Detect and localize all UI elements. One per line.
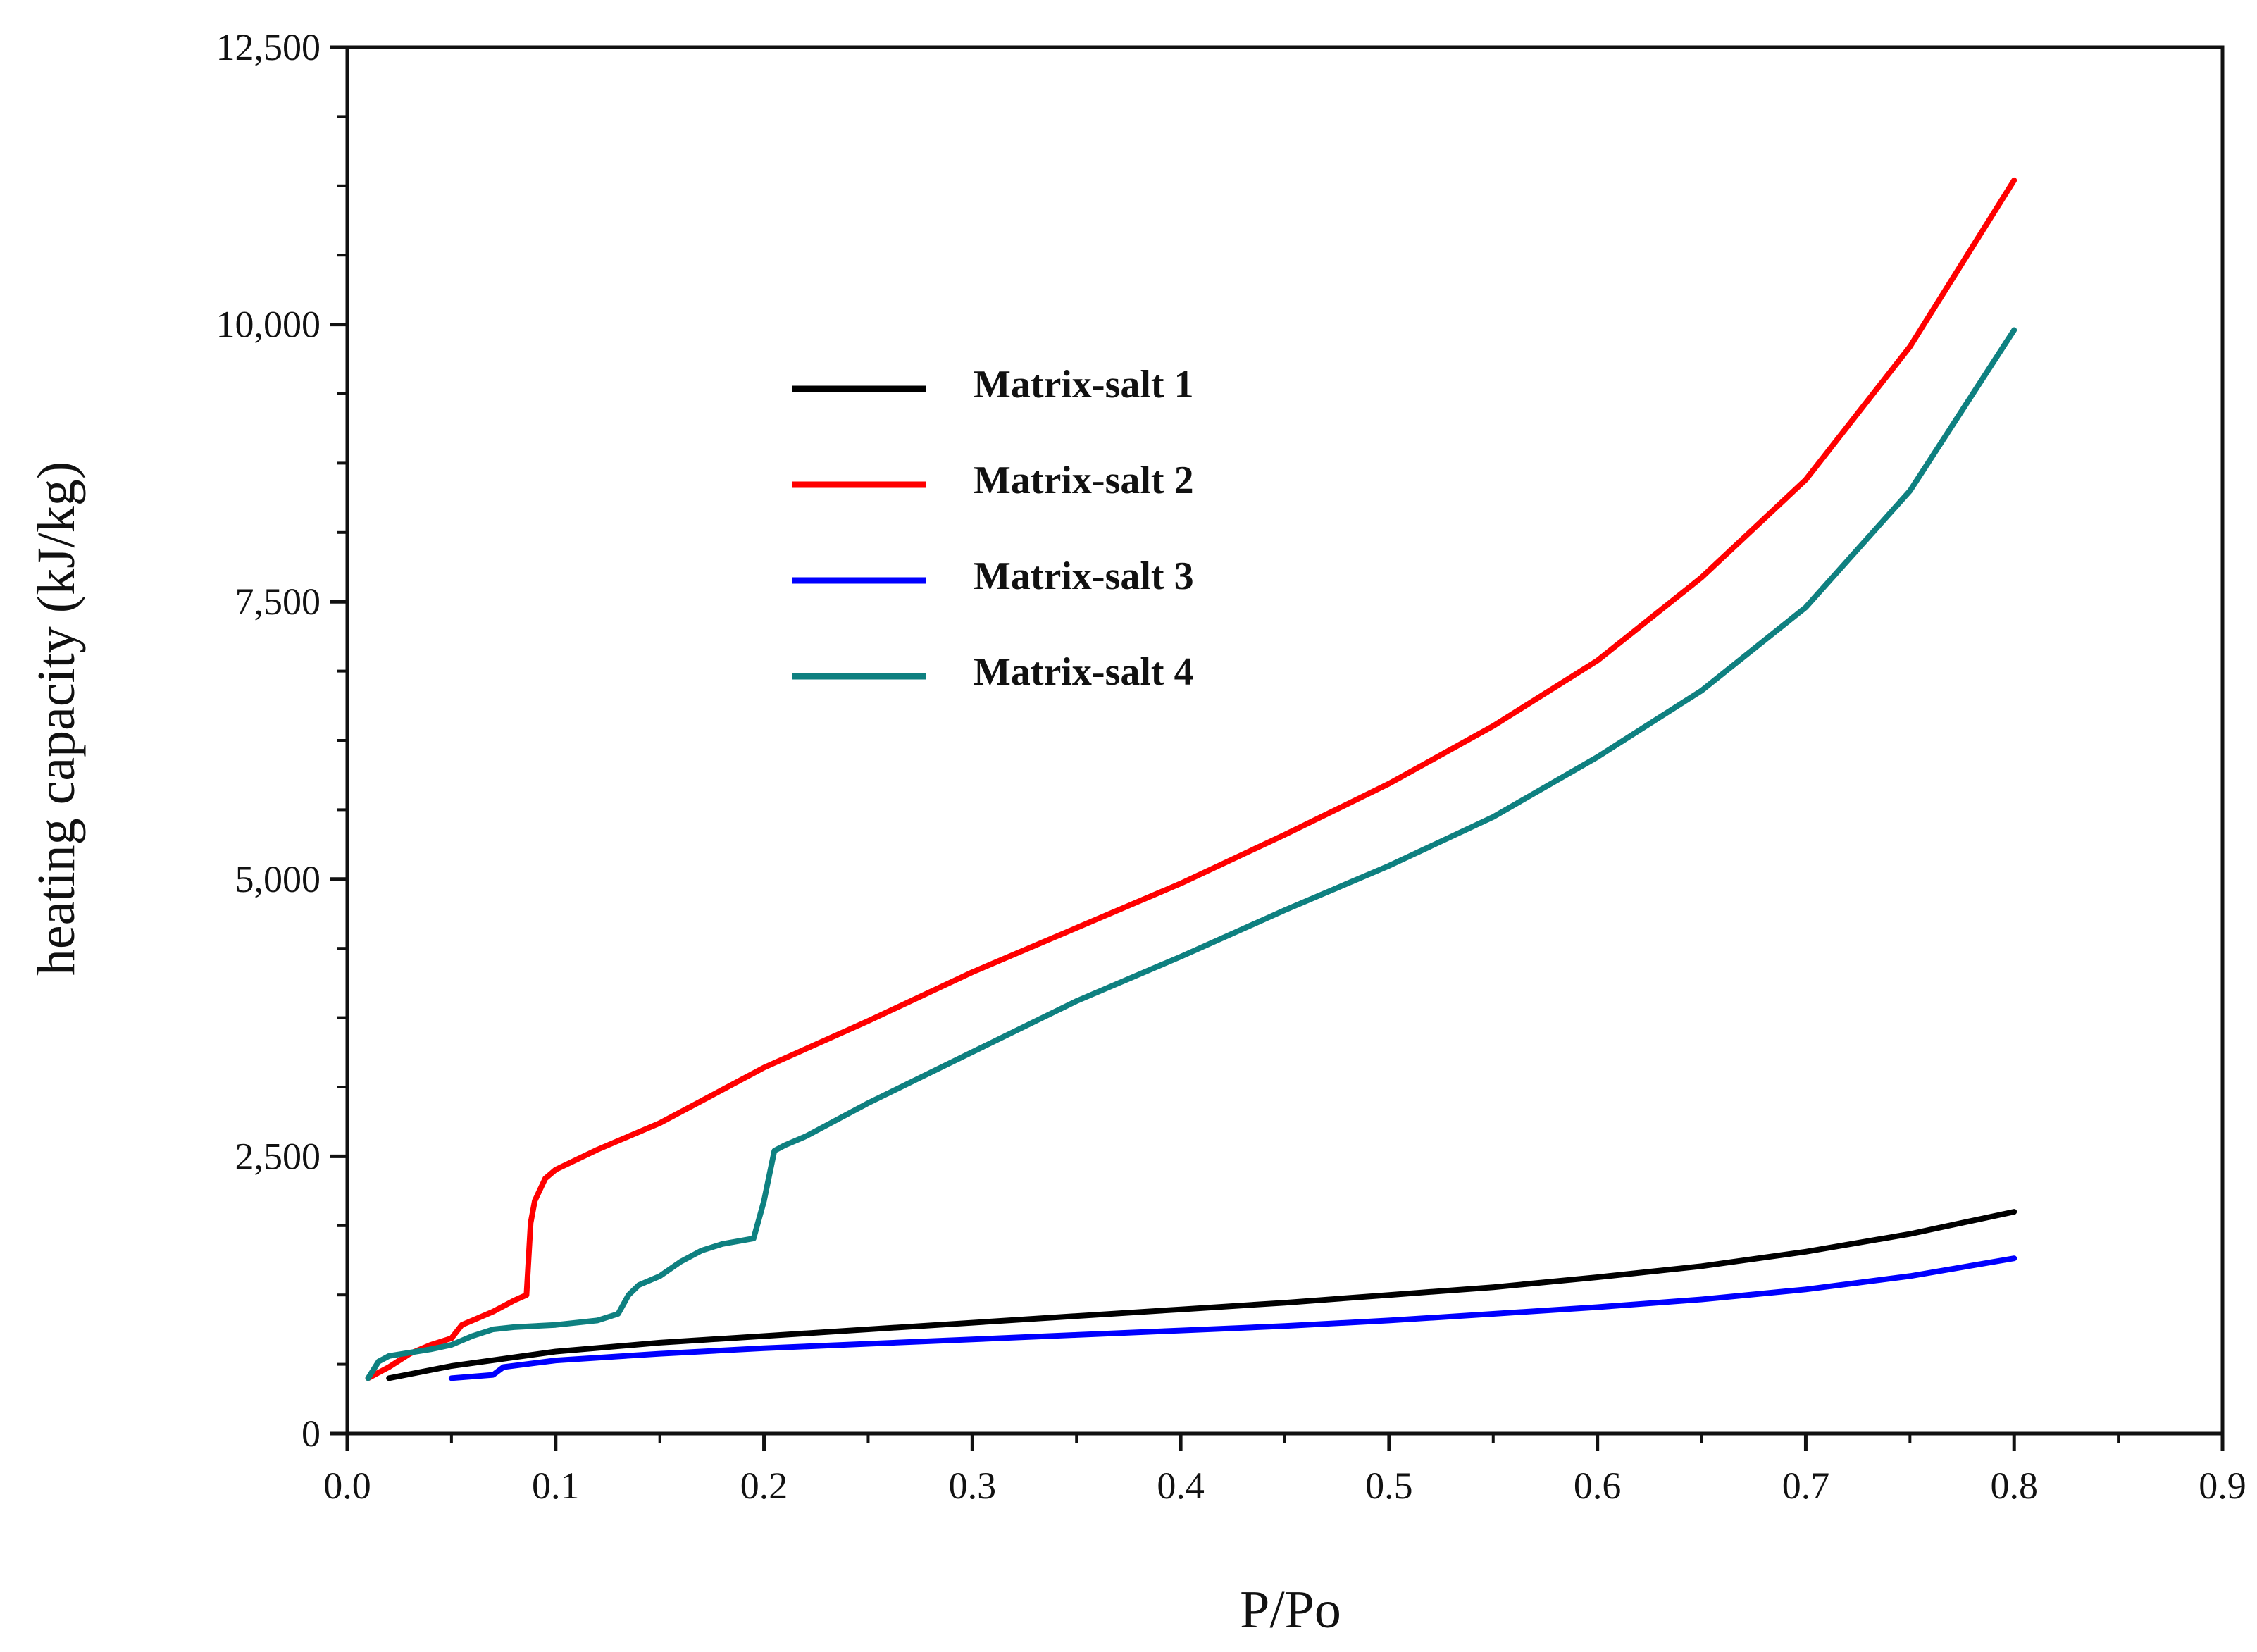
y-tick-label: 12,500	[216, 26, 321, 68]
x-tick-label: 0.5	[1365, 1465, 1413, 1507]
y-tick-label: 2,500	[235, 1135, 321, 1177]
x-tick-label: 0.8	[1990, 1465, 2038, 1507]
x-tick-label: 0.9	[2199, 1465, 2246, 1507]
x-tick-label: 0.1	[532, 1465, 580, 1507]
x-tick-label: 0.4	[1157, 1465, 1205, 1507]
y-tick-label: 0	[301, 1412, 321, 1455]
y-tick-label: 5,000	[235, 858, 321, 900]
series-layer	[365, 177, 2017, 1381]
series-line-matrix-salt-3	[448, 1255, 2017, 1381]
legend: Matrix-salt 1 Matrix-salt 2 Matrix-salt 3 M…	[792, 363, 1194, 694]
x-axis: 0.0 0.1 0.2 0.3 0.4 0.5 0.6 0.7 0.8 0.9	[323, 1434, 2246, 1507]
y-axis: 0 2,500 5,000 7,500 10,000 12,500	[216, 26, 347, 1455]
y-tick-label: 10,000	[216, 304, 321, 346]
legend-label-matrix-salt-3: Matrix-salt 3	[974, 554, 1194, 598]
x-tick-label: 0.3	[949, 1465, 997, 1507]
legend-label-matrix-salt-2: Matrix-salt 2	[974, 459, 1194, 502]
y-axis-title: heating capacity (kJ/kg)	[27, 461, 86, 976]
series-line-matrix-salt-1	[386, 1209, 2017, 1381]
x-axis-title: P/Po	[1240, 1580, 1341, 1639]
series-line-matrix-salt-2	[365, 177, 2017, 1381]
x-tick-label: 0.0	[323, 1465, 371, 1507]
y-tick-label: 7,500	[235, 580, 321, 623]
series-line-matrix-salt-4	[365, 327, 2017, 1381]
x-tick-label: 0.2	[740, 1465, 788, 1507]
x-tick-label: 0.6	[1574, 1465, 1622, 1507]
legend-label-matrix-salt-1: Matrix-salt 1	[974, 363, 1194, 406]
x-tick-label: 0.7	[1782, 1465, 1830, 1507]
legend-label-matrix-salt-4: Matrix-salt 4	[974, 650, 1194, 694]
